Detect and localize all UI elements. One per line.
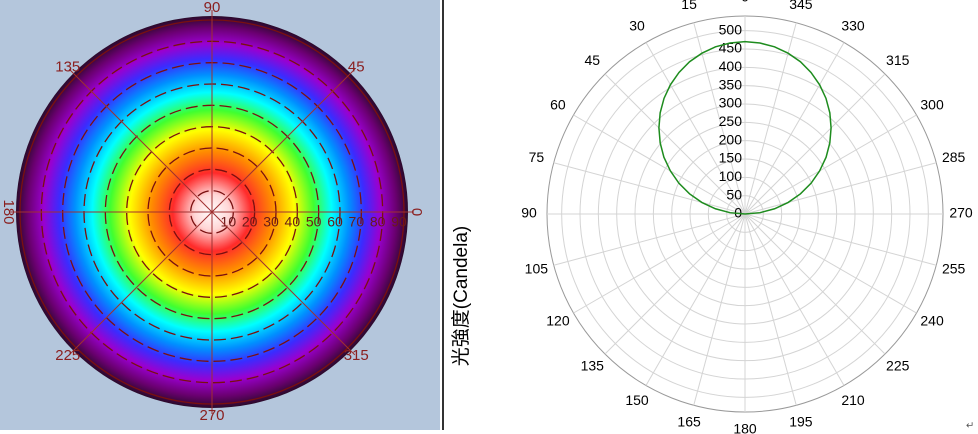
spoke	[645, 213, 746, 386]
spoke	[211, 211, 356, 356]
theta-tick-label: 75	[529, 149, 545, 165]
r-tick-label: 50	[726, 186, 742, 202]
r-tick-label: 250	[719, 113, 743, 129]
r-tick-label: 400	[719, 58, 743, 74]
spoke	[744, 73, 886, 215]
r-tick-label: 50	[306, 214, 322, 230]
spoke	[744, 213, 937, 266]
spoke	[744, 162, 937, 215]
r-tick-label: 30	[263, 214, 279, 230]
theta-tick-label: 345	[789, 0, 813, 12]
theta-tick-label: 195	[789, 413, 813, 429]
r-tick-label: 80	[370, 214, 386, 230]
theta-tick-label: 60	[550, 97, 566, 113]
spoke	[604, 73, 746, 215]
spoke	[553, 162, 746, 215]
theta-tick-label: 315	[344, 347, 369, 364]
theta-tick-label: 105	[525, 261, 549, 277]
r-tick-label: 100	[719, 168, 743, 184]
theta-tick-label: 30	[629, 18, 645, 34]
spoke	[744, 213, 845, 386]
r-tick-label: 10	[221, 214, 237, 230]
theta-tick-label: 15	[681, 0, 697, 12]
r-tick-label: 20	[242, 214, 258, 230]
spoke	[553, 213, 746, 266]
theta-tick-label: 240	[920, 313, 944, 329]
theta-tick-label: 45	[584, 52, 600, 68]
theta-tick-label: 210	[841, 392, 865, 408]
theta-tick-label: 165	[677, 413, 701, 429]
theta-tick-label: 90	[204, 0, 221, 16]
spoke	[604, 213, 746, 355]
theta-tick-label: 0	[741, 0, 749, 5]
theta-tick-label: 225	[55, 347, 80, 364]
theta-tick-label: 315	[886, 52, 910, 68]
theta-tick-label: 225	[886, 357, 910, 373]
theta-tick-label: 270	[199, 407, 224, 424]
spoke	[68, 211, 213, 356]
theta-tick-label: 330	[841, 18, 865, 34]
spoke	[645, 42, 746, 215]
theta-tick-label: 150	[625, 392, 649, 408]
theta-tick-label: 120	[546, 313, 570, 329]
spoke	[744, 213, 917, 314]
theta-tick-label: 135	[55, 59, 80, 76]
r-tick-label: 60	[327, 214, 343, 230]
spoke	[744, 22, 797, 215]
spoke	[573, 213, 746, 314]
theta-tick-label: 180	[733, 421, 757, 434]
r-tick-label: 70	[349, 214, 365, 230]
spoke	[744, 42, 845, 215]
spoke	[744, 114, 917, 215]
r-tick-label: 500	[719, 21, 743, 37]
y-axis-label: 光強度(Candela)	[450, 226, 472, 366]
spoke	[211, 68, 356, 213]
spoke	[573, 114, 746, 215]
r-tick-label: 150	[719, 150, 743, 166]
theta-tick-label: 300	[920, 97, 944, 113]
r-tick-label: 350	[719, 76, 743, 92]
r-tick-label: 90	[391, 214, 407, 230]
spoke	[693, 22, 746, 215]
theta-tick-label: 90	[521, 205, 537, 221]
theta-tick-label: 180	[0, 199, 17, 224]
paragraph-mark: ↵	[966, 421, 974, 432]
intensity-curve	[658, 40, 832, 215]
theta-tick-label: 285	[942, 149, 966, 165]
spoke	[693, 213, 746, 406]
theta-tick-label: 255	[942, 261, 966, 277]
theta-tick-label: 45	[348, 59, 365, 76]
theta-tick-label: 270	[949, 205, 973, 221]
spoke	[744, 213, 797, 406]
r-tick-label: 200	[719, 131, 743, 147]
theta-tick-label: 135	[581, 357, 605, 373]
theta-tick-label: 0	[408, 208, 425, 216]
r-tick-label: 300	[719, 95, 743, 111]
r-tick-label: 40	[285, 214, 301, 230]
spoke	[744, 213, 886, 355]
spoke	[68, 68, 213, 213]
